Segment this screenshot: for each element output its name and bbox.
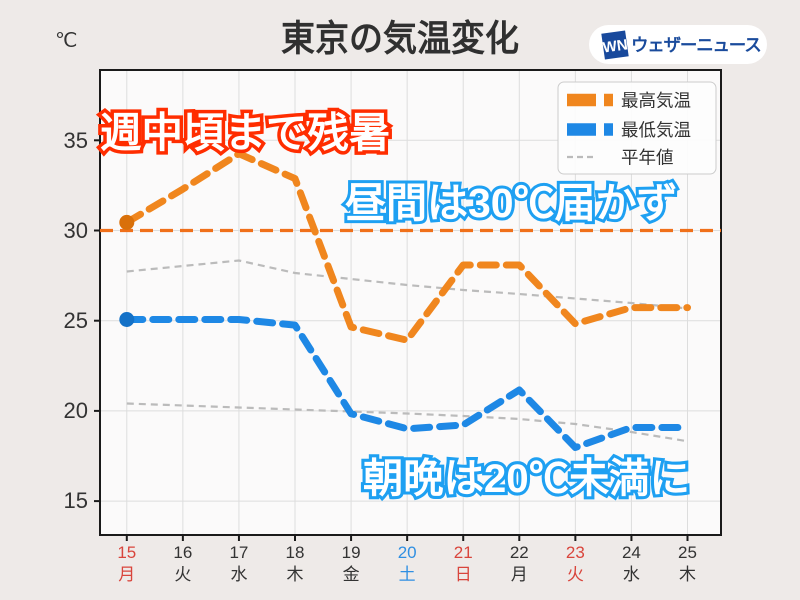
svg-text:24: 24 — [622, 543, 641, 562]
svg-text:19: 19 — [342, 543, 361, 562]
svg-text:木: 木 — [287, 565, 304, 584]
svg-text:水: 水 — [623, 565, 640, 584]
svg-text:水: 水 — [230, 565, 247, 584]
svg-text:16: 16 — [173, 543, 192, 562]
svg-text:23: 23 — [566, 543, 585, 562]
svg-text:月: 月 — [511, 565, 528, 584]
svg-text:木: 木 — [679, 565, 696, 584]
svg-text:35: 35 — [64, 128, 88, 153]
svg-text:最高気温: 最高気温 — [621, 91, 691, 111]
svg-text:22: 22 — [510, 543, 529, 562]
svg-text:火: 火 — [567, 565, 584, 584]
svg-text:金: 金 — [343, 565, 360, 584]
svg-text:平年値: 平年値 — [621, 148, 674, 168]
svg-text:15: 15 — [64, 488, 88, 513]
svg-text:火: 火 — [174, 565, 191, 584]
svg-text:20: 20 — [398, 543, 417, 562]
svg-text:20: 20 — [64, 398, 88, 423]
svg-text:17: 17 — [229, 543, 248, 562]
svg-text:最低気温: 最低気温 — [621, 120, 691, 140]
svg-text:土: 土 — [399, 565, 416, 584]
svg-text:25: 25 — [678, 543, 697, 562]
svg-text:月: 月 — [118, 565, 135, 584]
svg-text:日: 日 — [455, 565, 472, 584]
svg-text:25: 25 — [64, 308, 88, 333]
svg-text:18: 18 — [286, 543, 305, 562]
svg-text:15: 15 — [117, 543, 136, 562]
svg-text:21: 21 — [454, 543, 473, 562]
svg-text:30: 30 — [64, 218, 88, 243]
